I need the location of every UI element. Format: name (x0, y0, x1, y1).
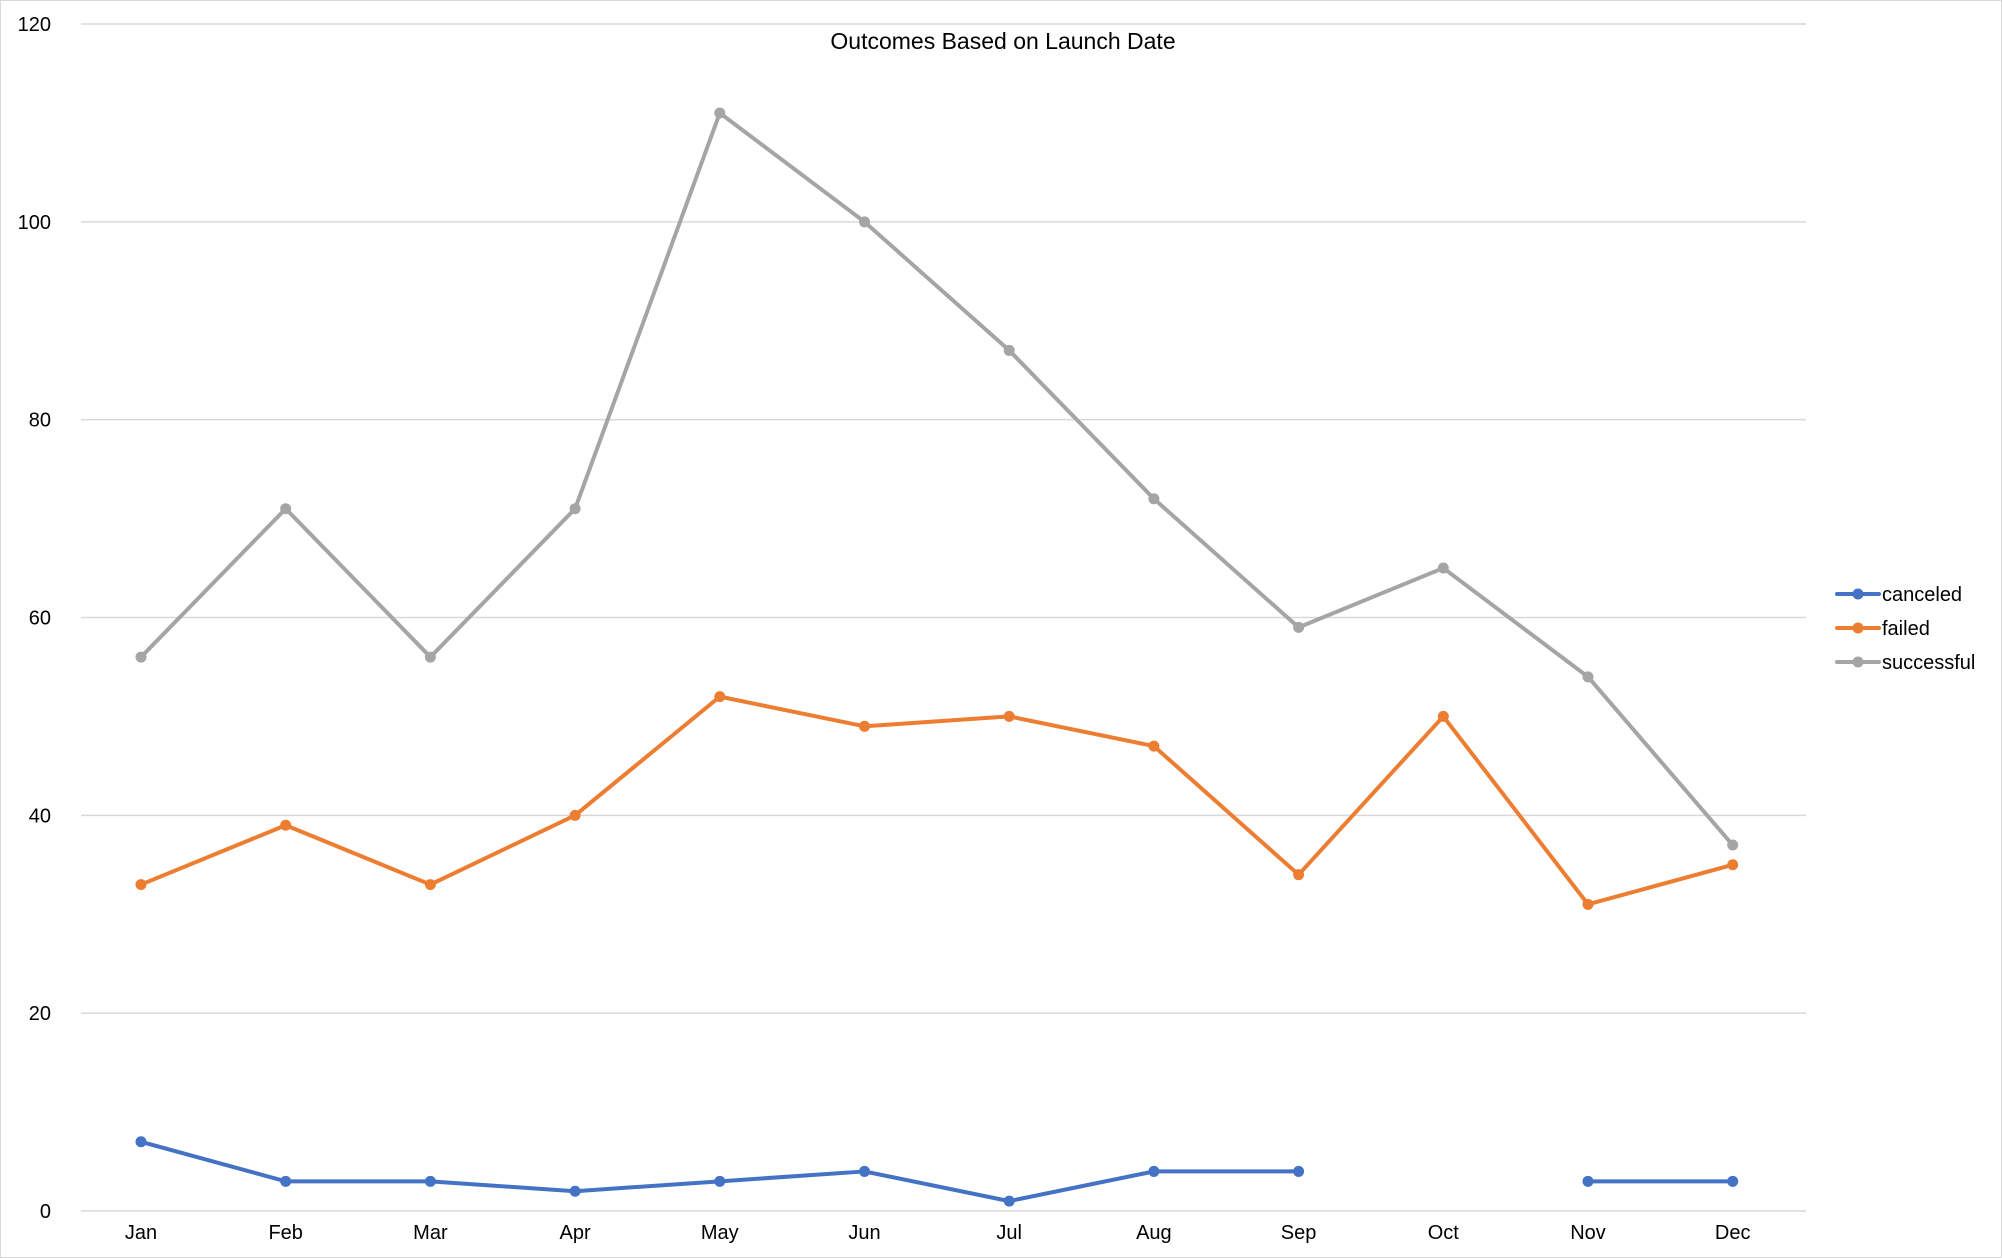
y-tick-label: 120 (18, 14, 51, 36)
failed-point (1003, 710, 1015, 722)
successful-point (569, 503, 581, 515)
x-tick-label: Oct (1428, 1222, 1460, 1244)
series-failed (135, 691, 1739, 910)
x-tick-label: Jun (848, 1222, 880, 1244)
legend-swatch-marker (1852, 588, 1864, 600)
x-tick-label: May (701, 1222, 739, 1244)
y-tick-label: 80 (29, 410, 51, 432)
canceled-point (1727, 1175, 1739, 1187)
x-tick-label: Jul (996, 1222, 1022, 1244)
y-tick-label: 0 (40, 1201, 51, 1223)
canceled-point (569, 1185, 581, 1197)
series-successful (135, 107, 1739, 851)
failed-line (139, 694, 1735, 907)
failed-point (280, 819, 292, 831)
legend: canceled failed successful (1835, 584, 1975, 674)
x-tick-label: Feb (268, 1222, 302, 1244)
successful-point (1437, 562, 1449, 574)
y-tick-label: 100 (18, 212, 51, 234)
successful-point (1727, 839, 1739, 851)
successful-point (714, 107, 726, 119)
failed-point (1727, 859, 1739, 871)
failed-point (1582, 898, 1594, 910)
x-tick-label: Nov (1570, 1222, 1606, 1244)
failed-point (424, 879, 436, 891)
series-canceled (135, 1136, 1739, 1207)
successful-point (1003, 344, 1015, 356)
failed-point (1148, 740, 1160, 752)
successful-point (859, 216, 870, 228)
x-tick-label: Aug (1136, 1222, 1172, 1244)
x-axis-tick-labels: Jan Feb Mar Apr May Jun Jul Aug Sep Oct Nov Dec (125, 1222, 1751, 1244)
legend-label: successful (1882, 652, 1975, 674)
x-tick-label: Dec (1715, 1222, 1751, 1244)
canceled-point (1293, 1165, 1305, 1177)
y-tick-label: 40 (29, 805, 51, 827)
gridlines (81, 23, 1806, 1212)
canceled-line (139, 1139, 1301, 1204)
successful-line (139, 111, 1735, 848)
canceled-point (280, 1175, 292, 1187)
successful-point (1148, 493, 1160, 505)
successful-point (1293, 621, 1305, 633)
legend-label: failed (1882, 618, 1930, 640)
failed-point (1293, 869, 1305, 881)
failed-point (569, 809, 581, 821)
legend-item-successful: successful (1835, 652, 1975, 674)
legend-item-failed: failed (1835, 618, 1930, 640)
canceled-point (714, 1175, 726, 1187)
legend-item-canceled: canceled (1835, 584, 1962, 606)
y-axis-tick-labels: 0 20 40 60 80 100 120 (18, 14, 51, 1223)
legend-label: canceled (1882, 584, 1962, 606)
x-tick-label: Mar (413, 1222, 448, 1244)
chart-title: Outcomes Based on Launch Date (830, 28, 1175, 54)
canceled-point (424, 1175, 436, 1187)
canceled-point (1148, 1165, 1160, 1177)
x-tick-label: Sep (1281, 1222, 1317, 1244)
failed-point (859, 720, 870, 732)
series-lines (135, 107, 1739, 1207)
canceled-point (1582, 1175, 1594, 1187)
failed-point (714, 691, 726, 703)
x-tick-label: Apr (560, 1222, 591, 1244)
y-tick-label: 20 (29, 1003, 51, 1025)
canceled-point (1003, 1195, 1015, 1207)
legend-swatch-marker (1852, 622, 1864, 634)
canceled-point (859, 1165, 870, 1177)
failed-point (1437, 710, 1449, 722)
y-tick-label: 60 (29, 608, 51, 630)
successful-point (280, 503, 292, 515)
successful-point (424, 651, 436, 663)
failed-point (135, 879, 147, 891)
successful-point (1582, 671, 1594, 683)
legend-swatch-marker (1852, 656, 1864, 668)
successful-point (135, 651, 147, 663)
x-tick-label: Jan (125, 1222, 157, 1244)
canceled-point (135, 1136, 147, 1148)
